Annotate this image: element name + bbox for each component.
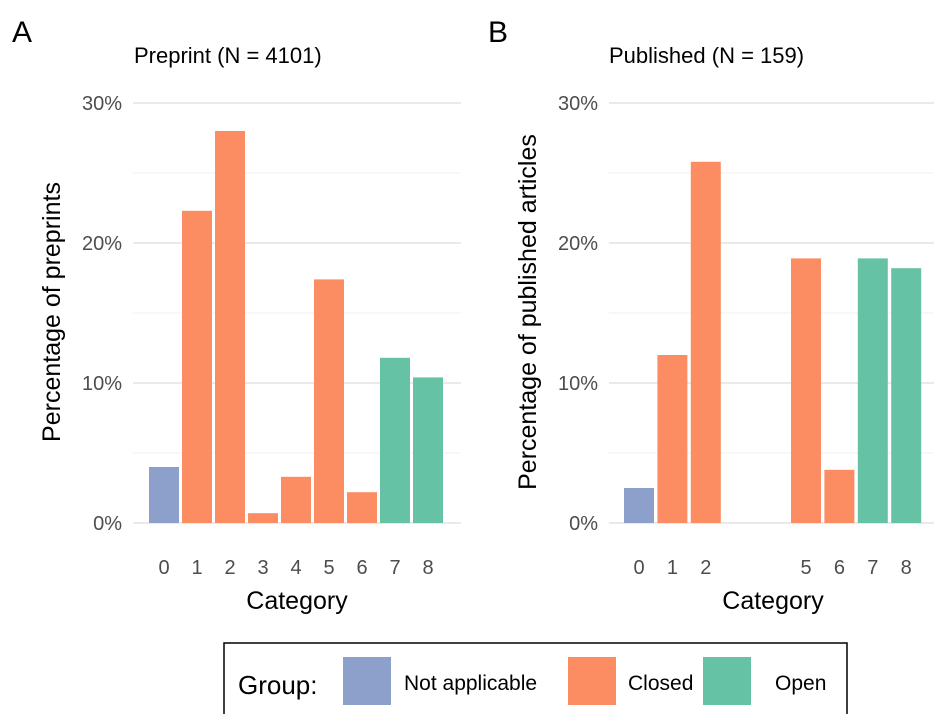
panel-b-bars bbox=[624, 161, 922, 524]
x-tick-label: 8 bbox=[422, 557, 433, 579]
bar-category-5 bbox=[314, 279, 344, 523]
legend-title: Group: bbox=[238, 670, 318, 700]
bar-category-7 bbox=[380, 357, 410, 523]
bar-category-0 bbox=[624, 488, 654, 523]
x-tick-label: 5 bbox=[800, 557, 811, 579]
panel-a-bars bbox=[149, 131, 443, 524]
x-tick-label: 5 bbox=[323, 557, 334, 579]
x-tick-label: 6 bbox=[834, 557, 845, 579]
y-tick-label: 0% bbox=[93, 513, 122, 535]
bar-category-2 bbox=[215, 131, 245, 523]
y-tick-label: 20% bbox=[558, 233, 598, 255]
panel-a-x-axis-label: Category bbox=[246, 587, 348, 615]
x-tick-label: 0 bbox=[633, 557, 644, 579]
panel-b-x-axis-label: Category bbox=[722, 587, 824, 615]
x-tick-label: 0 bbox=[158, 557, 169, 579]
panel-a-title: Preprint (N = 4101) bbox=[134, 43, 322, 68]
legend-key-open bbox=[703, 657, 751, 705]
legend-label-open: Open bbox=[775, 672, 826, 695]
y-tick-label: 0% bbox=[569, 513, 598, 535]
bar-category-7 bbox=[857, 258, 888, 523]
legend-label-closed: Closed bbox=[628, 672, 693, 695]
panel-a-tag: A bbox=[12, 16, 32, 49]
x-tick-label: 7 bbox=[867, 557, 878, 579]
bar-category-3 bbox=[248, 513, 278, 523]
y-tick-label: 20% bbox=[82, 233, 122, 255]
legend: Group: Not applicable Closed Open bbox=[223, 642, 848, 714]
panel-a-y-axis-label: Percentage of preprints bbox=[38, 182, 66, 442]
bar-category-4 bbox=[281, 476, 311, 523]
bar-category-8 bbox=[413, 377, 443, 523]
x-tick-label: 8 bbox=[901, 557, 912, 579]
x-tick-label: 6 bbox=[356, 557, 367, 579]
x-tick-label: 7 bbox=[389, 557, 400, 579]
bar-category-6 bbox=[347, 492, 377, 523]
bar-category-1 bbox=[182, 210, 212, 524]
bar-category-1 bbox=[657, 355, 688, 523]
x-tick-label: 4 bbox=[290, 557, 301, 579]
x-tick-label: 3 bbox=[257, 557, 268, 579]
x-tick-label: 1 bbox=[667, 557, 678, 579]
panel-a-y-ticks: 0% 10% 20% 30% bbox=[82, 93, 122, 535]
y-tick-label: 30% bbox=[558, 93, 598, 115]
x-tick-label: 2 bbox=[224, 557, 235, 579]
legend-key-closed bbox=[568, 657, 616, 705]
x-tick-label: 1 bbox=[191, 557, 202, 579]
y-tick-label: 10% bbox=[558, 373, 598, 395]
panel-b-title: Published (N = 159) bbox=[609, 43, 804, 68]
x-tick-label: 2 bbox=[700, 557, 711, 579]
y-tick-label: 30% bbox=[82, 93, 122, 115]
bar-category-5 bbox=[791, 258, 821, 523]
bar-category-2 bbox=[690, 161, 721, 524]
bar-category-8 bbox=[891, 268, 922, 523]
bar-category-6 bbox=[824, 469, 855, 523]
y-tick-label: 10% bbox=[82, 373, 122, 395]
bar-category-0 bbox=[149, 467, 179, 523]
panel-b-tag: B bbox=[488, 16, 508, 49]
legend-label-not-applicable: Not applicable bbox=[404, 672, 537, 695]
legend-key-not-applicable bbox=[343, 657, 391, 705]
panel-b-y-ticks: 0% 10% 20% 30% bbox=[558, 93, 598, 535]
panel-b-y-axis-label: Percentage of published articles bbox=[514, 134, 542, 490]
